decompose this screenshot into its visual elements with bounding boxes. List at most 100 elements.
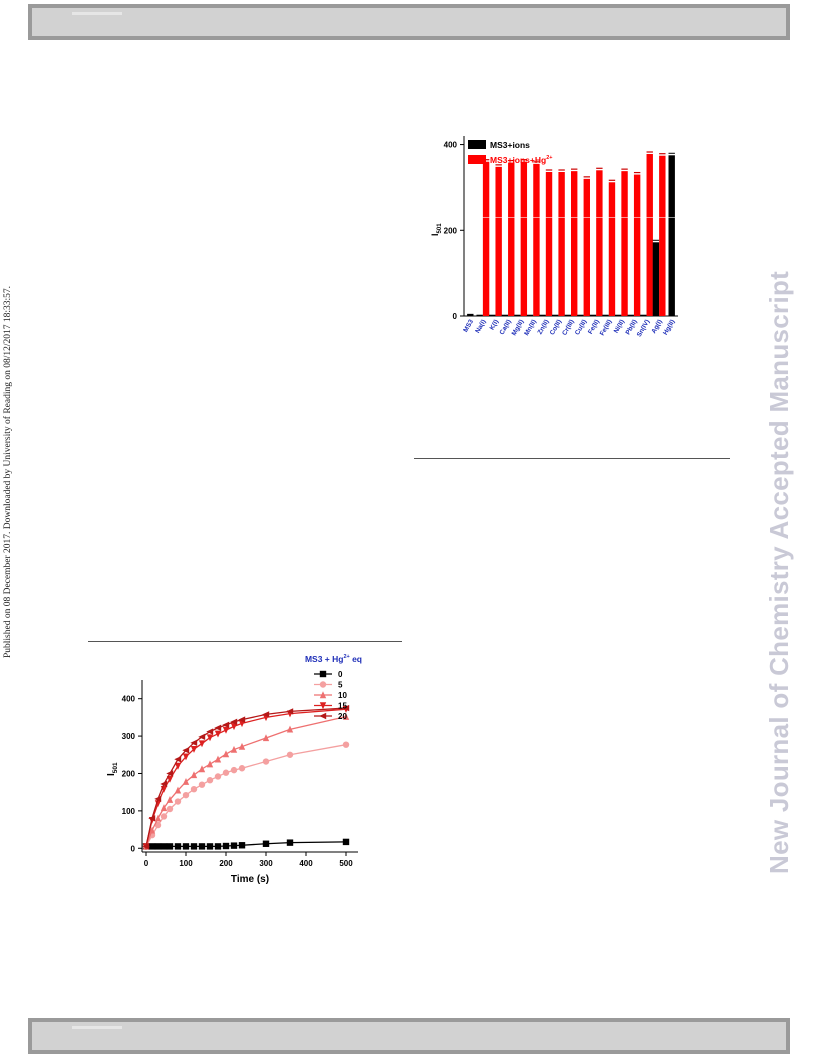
bar-series-ions-hg [558,172,565,316]
line-legend-marker [319,681,327,688]
line-x-tick-label: 400 [299,859,313,868]
line-point [198,765,206,773]
bar-legend-swatch-ions-hg [468,155,486,164]
bar-legend-label-ions-hg-sup: 2+ [546,155,552,161]
line-legend-marker [319,712,327,720]
line-point [182,791,190,799]
line-legend-label: 10 [338,691,347,700]
bar-legend-label-ions-hg: MS3+ions+Hg2+ [490,155,553,165]
bar-category-label: Na(I) [474,319,487,335]
bar-series-ions [668,155,675,316]
bar-y-tick-label: 200 [444,226,458,235]
bar-legend-label-ions: MS3+ions [490,140,530,150]
bar-legend-swatch-ions [468,140,486,149]
line-point [190,771,198,779]
bar-series-ions-hg [646,154,653,316]
line-point [166,770,174,777]
line-point [160,780,168,788]
line-point [182,843,190,850]
line-legend-label: 5 [338,681,343,690]
bar-series-ions [489,314,496,316]
line-point [154,814,162,822]
line-point [206,728,214,735]
bar-category-label: Hg(II) [662,319,676,337]
line-legend-label: 15 [338,702,347,711]
line-point [238,716,246,723]
bar-series-ions-hg [520,161,528,316]
line-point [148,843,156,850]
line-point [190,739,198,747]
line-point [190,785,198,793]
line-point [174,786,182,794]
bar-series-ions [526,314,534,316]
line-point [286,751,294,758]
bar-y-axis-label-main: I [430,233,440,236]
line-point [198,843,206,850]
line-point [286,839,294,846]
line-point [222,721,230,729]
line-point [230,766,238,774]
line-point [222,726,230,734]
figure-rule-left [88,641,402,642]
line-point [166,775,174,783]
line-point [206,843,214,850]
bar-series-ions-hg [571,171,578,316]
line-point [154,821,162,829]
line-point [182,753,190,761]
line-y-tick-label: 300 [122,732,136,741]
line-point [174,798,182,805]
line-point [154,843,162,850]
line-point [342,741,350,748]
line-legend-title-tail: eq [350,654,362,664]
journal-watermark: New Journal of Chemistry Accepted Manusc… [764,270,794,874]
bar-series-ions-hg [533,163,540,316]
line-point [198,733,206,741]
bar-y-tick-label: 0 [453,312,458,321]
line-point [222,750,230,758]
line-point [160,804,168,812]
bar-series-ions [501,314,509,316]
line-point [230,718,238,726]
line-legend-label: 0 [338,670,343,679]
line-point [262,840,270,847]
line-point [198,781,206,788]
footer-band [28,1018,790,1054]
bar-series-ions-hg [608,182,616,316]
line-y-tick-label: 400 [122,695,136,704]
line-point [230,842,238,849]
bar-category-label: Mn(II) [523,319,538,338]
line-point [214,773,222,780]
line-point [262,758,270,765]
line-legend-title-main: MS3 + Hg [305,654,344,664]
line-point [286,725,294,733]
line-point [262,734,270,742]
line-point [166,843,174,850]
line-series-10-eq [142,712,350,850]
line-point [198,740,206,748]
bar-series-ions [602,314,609,316]
line-point [206,777,214,784]
line-y-tick-label: 100 [122,807,136,816]
line-point [342,838,350,846]
line-point [238,742,246,750]
line-x-tick-label: 500 [339,859,353,868]
line-series-5-eq [142,741,350,850]
bar-series-ions [514,314,521,316]
bar-category-label: Fe(III) [599,319,614,338]
bar-series-ions-hg [482,161,490,316]
bar-series-ions [552,314,559,316]
bar-y-tick-label: 400 [444,141,458,150]
bar-series-ions-hg [545,172,553,316]
bar-series-ions [476,314,483,316]
line-x-tick-label: 0 [144,859,149,868]
bar-y-axis-label-sub: 501 [437,223,443,234]
line-point [214,755,222,763]
line-point [214,730,222,738]
line-x-axis-label: Time (s) [231,874,269,885]
bar-series-ions [640,314,647,316]
bar-category-label: Sn(IV) [636,319,651,339]
bar-series-ions-hg [583,178,590,316]
bar-legend-label-ions-hg-main: MS3+ions+Hg [490,155,546,165]
bar-series-ions-hg [596,170,603,316]
